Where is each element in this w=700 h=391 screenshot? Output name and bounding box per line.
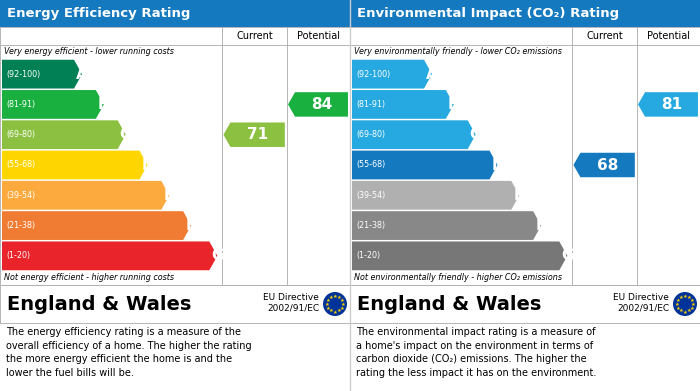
Text: Potential: Potential xyxy=(647,31,690,41)
Text: ★: ★ xyxy=(691,301,695,307)
Text: ★: ★ xyxy=(690,298,694,303)
Text: ★: ★ xyxy=(682,310,687,314)
Bar xyxy=(350,285,700,323)
Text: ★: ★ xyxy=(690,305,694,310)
Text: Current: Current xyxy=(237,31,273,41)
Text: ★: ★ xyxy=(675,301,680,307)
Text: (1-20): (1-20) xyxy=(6,251,30,260)
Text: (69-80): (69-80) xyxy=(6,130,35,139)
Text: (39-54): (39-54) xyxy=(6,191,35,200)
Bar xyxy=(350,27,700,285)
Circle shape xyxy=(323,292,347,316)
Text: (39-54): (39-54) xyxy=(356,191,385,200)
Text: C: C xyxy=(470,127,481,142)
Text: (21-38): (21-38) xyxy=(6,221,35,230)
Polygon shape xyxy=(2,60,82,88)
Text: ★: ★ xyxy=(687,294,692,300)
Text: (21-38): (21-38) xyxy=(356,221,385,230)
Text: (92-100): (92-100) xyxy=(6,70,41,79)
Text: ★: ★ xyxy=(340,305,344,310)
Polygon shape xyxy=(352,60,432,88)
Text: F: F xyxy=(535,218,545,233)
Polygon shape xyxy=(352,120,476,149)
Text: A: A xyxy=(426,66,438,82)
Text: ★: ★ xyxy=(325,301,330,307)
Polygon shape xyxy=(573,153,635,177)
Text: 81: 81 xyxy=(661,97,682,112)
Text: England & Wales: England & Wales xyxy=(357,294,541,314)
Text: Not energy efficient - higher running costs: Not energy efficient - higher running co… xyxy=(4,273,174,283)
Text: ★: ★ xyxy=(678,308,683,314)
Text: (55-68): (55-68) xyxy=(6,160,35,170)
Text: (1-20): (1-20) xyxy=(356,251,380,260)
Polygon shape xyxy=(2,120,126,149)
Bar xyxy=(0,27,350,285)
Text: ★: ★ xyxy=(337,308,342,314)
Text: ★: ★ xyxy=(337,294,342,300)
Text: The environmental impact rating is a measure of
a home's impact on the environme: The environmental impact rating is a mea… xyxy=(356,327,596,378)
Polygon shape xyxy=(638,92,698,117)
Text: G: G xyxy=(561,248,574,264)
Text: Potential: Potential xyxy=(297,31,340,41)
Text: ★: ★ xyxy=(326,305,330,310)
Text: ★: ★ xyxy=(687,308,692,314)
Bar xyxy=(0,285,350,323)
Text: ★: ★ xyxy=(326,298,330,303)
Polygon shape xyxy=(352,151,498,179)
Polygon shape xyxy=(223,122,285,147)
Text: England & Wales: England & Wales xyxy=(7,294,191,314)
Text: ★: ★ xyxy=(332,294,337,298)
Text: ★: ★ xyxy=(341,301,345,307)
Text: Very environmentally friendly - lower CO₂ emissions: Very environmentally friendly - lower CO… xyxy=(354,47,562,57)
Text: ★: ★ xyxy=(328,308,333,314)
Text: 84: 84 xyxy=(311,97,332,112)
Text: B: B xyxy=(448,97,459,112)
Text: (69-80): (69-80) xyxy=(356,130,385,139)
Text: Not environmentally friendly - higher CO₂ emissions: Not environmentally friendly - higher CO… xyxy=(354,273,562,283)
Text: EU Directive
2002/91/EC: EU Directive 2002/91/EC xyxy=(613,293,669,313)
Text: C: C xyxy=(120,127,131,142)
Text: Energy Efficiency Rating: Energy Efficiency Rating xyxy=(7,7,190,20)
Text: F: F xyxy=(185,218,195,233)
Text: G: G xyxy=(211,248,224,264)
Bar xyxy=(0,0,350,27)
Text: Environmental Impact (CO₂) Rating: Environmental Impact (CO₂) Rating xyxy=(357,7,619,20)
Text: D: D xyxy=(491,158,504,172)
Polygon shape xyxy=(2,151,148,179)
Text: ★: ★ xyxy=(328,294,333,300)
Text: EU Directive
2002/91/EC: EU Directive 2002/91/EC xyxy=(263,293,319,313)
Polygon shape xyxy=(2,90,104,119)
Circle shape xyxy=(673,292,697,316)
Polygon shape xyxy=(2,211,191,240)
Text: ★: ★ xyxy=(340,298,344,303)
Polygon shape xyxy=(352,211,541,240)
Text: ★: ★ xyxy=(332,310,337,314)
Text: ★: ★ xyxy=(682,294,687,298)
Polygon shape xyxy=(352,90,454,119)
Text: D: D xyxy=(141,158,154,172)
Text: A: A xyxy=(76,66,88,82)
Text: ★: ★ xyxy=(676,298,680,303)
Text: (55-68): (55-68) xyxy=(356,160,385,170)
Text: ★: ★ xyxy=(676,305,680,310)
Text: Very energy efficient - lower running costs: Very energy efficient - lower running co… xyxy=(4,47,174,57)
Text: Current: Current xyxy=(587,31,623,41)
Text: (92-100): (92-100) xyxy=(356,70,391,79)
Bar xyxy=(350,0,700,27)
Polygon shape xyxy=(352,242,567,270)
Polygon shape xyxy=(2,242,217,270)
Text: 71: 71 xyxy=(247,127,268,142)
Polygon shape xyxy=(352,181,519,210)
Polygon shape xyxy=(288,92,348,117)
Text: B: B xyxy=(98,97,109,112)
Polygon shape xyxy=(2,181,169,210)
Text: (81-91): (81-91) xyxy=(356,100,385,109)
Text: E: E xyxy=(513,188,524,203)
Text: ★: ★ xyxy=(678,294,683,300)
Text: (81-91): (81-91) xyxy=(6,100,35,109)
Text: E: E xyxy=(163,188,174,203)
Text: 68: 68 xyxy=(597,158,618,172)
Text: The energy efficiency rating is a measure of the
overall efficiency of a home. T: The energy efficiency rating is a measur… xyxy=(6,327,251,378)
